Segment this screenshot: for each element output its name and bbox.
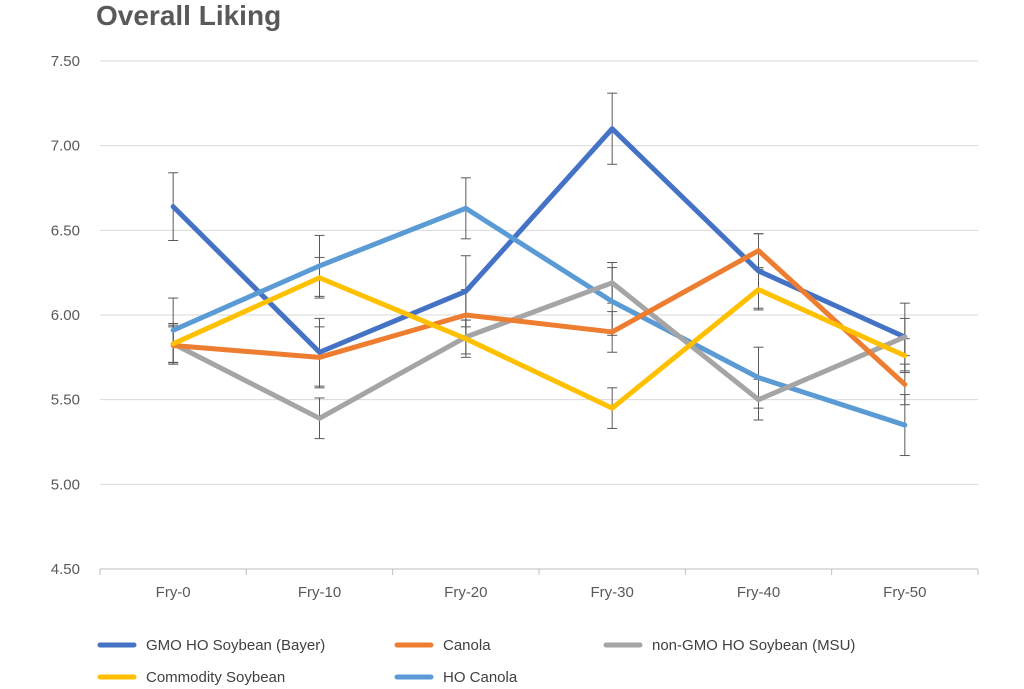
legend-label: GMO HO Soybean (Bayer) [146, 637, 325, 654]
legend-item: Commodity Soybean [97, 669, 285, 686]
error-bars [168, 92, 910, 457]
series-line [170, 248, 908, 387]
legend: GMO HO Soybean (Bayer) Canola non-GMO HO S… [97, 637, 855, 686]
series-lines [170, 126, 908, 428]
y-tick-label: 4.50 [51, 561, 80, 578]
legend-item: GMO HO Soybean (Bayer) [97, 637, 325, 654]
legend-label: HO Canola [443, 669, 518, 686]
y-axis-ticks: 4.50 5.00 5.50 6.00 6.50 7.00 7.50 [51, 53, 80, 578]
legend-label: Canola [443, 637, 491, 654]
y-tick-label: 6.50 [51, 222, 80, 239]
x-tick-label: Fry-0 [156, 584, 191, 601]
legend-item: HO Canola [394, 669, 518, 686]
y-tick-label: 7.00 [51, 138, 80, 155]
series-line [170, 280, 908, 421]
x-tick-label: Fry-50 [883, 584, 926, 601]
y-tick-label: 6.00 [51, 307, 80, 324]
x-tick-label: Fry-40 [737, 584, 780, 601]
legend-label: Commodity Soybean [146, 669, 285, 686]
x-axis: Fry-0 Fry-10 Fry-20 Fry-30 Fry-40 Fry-50 [99, 568, 979, 601]
legend-item: non-GMO HO Soybean (MSU) [603, 637, 855, 654]
y-tick-label: 7.50 [51, 53, 80, 70]
x-tick-label: Fry-20 [444, 584, 487, 601]
chart-title: Overall Liking [96, 0, 282, 31]
y-tick-label: 5.00 [51, 476, 80, 493]
series-line [170, 126, 908, 355]
series-line [170, 205, 908, 428]
x-tick-label: Fry-10 [298, 584, 341, 601]
x-tick-label: Fry-30 [590, 584, 633, 601]
legend-item: Canola [394, 637, 491, 654]
series-line [170, 275, 908, 411]
y-tick-label: 5.50 [51, 392, 80, 409]
legend-label: non-GMO HO Soybean (MSU) [652, 637, 855, 654]
